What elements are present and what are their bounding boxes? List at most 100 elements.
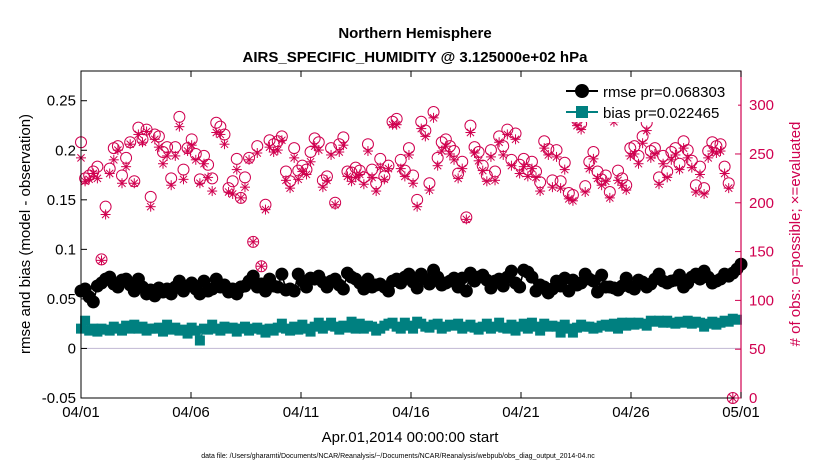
obs-evaluated-point xyxy=(166,180,177,191)
rmse-point xyxy=(246,269,260,283)
obs-evaluated-point xyxy=(88,168,99,179)
y-right-tick-label: 250 xyxy=(749,146,774,163)
obs-evaluated-point xyxy=(543,149,554,160)
obs-evaluated-point xyxy=(580,187,591,198)
obs-evaluated-point xyxy=(227,188,238,199)
obs-evaluated-point xyxy=(584,163,595,174)
legend: rmse pr=0.068303 bias pr=0.022465 xyxy=(566,78,738,122)
obs-evaluated-point xyxy=(457,163,468,174)
obs-evaluated-point xyxy=(514,168,525,179)
obs-evaluated-point xyxy=(518,161,529,172)
rmse-point xyxy=(673,268,687,282)
obs-evaluated-point xyxy=(186,140,197,151)
obs-evaluated-point xyxy=(190,154,201,165)
obs-evaluated-point xyxy=(649,148,660,159)
x-tick-label: 04/01 xyxy=(62,404,100,421)
obs-evaluated-point xyxy=(551,151,562,162)
obs-evaluated-point xyxy=(699,188,710,199)
obs-evaluated-point xyxy=(244,154,255,165)
obs-evaluated-point xyxy=(600,176,611,187)
chart-title: Northern Hemisphere xyxy=(338,25,491,42)
obs-evaluated-point xyxy=(621,185,632,196)
obs-evaluated-point xyxy=(121,161,132,172)
obs-evaluated-point xyxy=(526,163,537,174)
obs-evaluated-point xyxy=(178,174,189,185)
obs-evaluated-point xyxy=(498,149,509,160)
obs-evaluated-point xyxy=(686,162,697,173)
obs-evaluated-point xyxy=(678,143,689,154)
obs-evaluated-point xyxy=(625,150,636,161)
rmse-point xyxy=(381,284,395,298)
obs-evaluated-point xyxy=(276,135,287,146)
obs-evaluated-point xyxy=(342,171,353,182)
x-tick-label: 04/21 xyxy=(502,404,540,421)
obs-evaluated-point xyxy=(490,175,501,186)
rmse-point xyxy=(197,274,211,288)
x-tick-label: 04/26 xyxy=(612,404,650,421)
obs-evaluated-point xyxy=(613,175,624,186)
plot-area xyxy=(81,71,741,398)
obs-evaluated-point xyxy=(182,146,193,157)
x-tick-label: 04/16 xyxy=(392,404,430,421)
obs-evaluated-point xyxy=(473,155,484,166)
obs-evaluated-point xyxy=(133,129,144,140)
obs-evaluated-point xyxy=(440,141,451,152)
y-right-tick-label: 150 xyxy=(749,244,774,261)
obs-evaluated-point xyxy=(280,175,291,186)
obs-evaluated-point xyxy=(104,168,115,179)
obs-evaluated-point xyxy=(80,176,91,187)
obs-evaluated-point xyxy=(203,172,214,183)
legend-bias-marker xyxy=(576,106,588,118)
obs-evaluated-point xyxy=(330,199,341,210)
obs-evaluated-point xyxy=(338,140,349,151)
obs-evaluated-point xyxy=(112,145,123,156)
rmse-point xyxy=(275,267,289,281)
obs-evaluated-point xyxy=(719,168,730,179)
obs-evaluated-point xyxy=(313,145,324,156)
obs-evaluated-point xyxy=(215,129,226,140)
obs-evaluated-point xyxy=(211,127,222,138)
obs-evaluated-point xyxy=(567,195,578,206)
obs-evaluated-point xyxy=(547,182,558,193)
obs-evaluated-point xyxy=(654,179,665,190)
y-tick-label: 0 xyxy=(68,340,76,357)
obs-evaluated-point xyxy=(695,169,706,180)
bias-point xyxy=(522,323,533,334)
obs-evaluated-point xyxy=(449,154,460,165)
obs-evaluated-point xyxy=(461,214,472,225)
series-3 xyxy=(76,112,738,403)
y-tick-label: 0.15 xyxy=(47,192,76,209)
obs-evaluated-point xyxy=(682,152,693,163)
rmse-point xyxy=(595,268,609,282)
obs-evaluated-point xyxy=(129,178,140,189)
obs-evaluated-point xyxy=(403,149,414,160)
obs-evaluated-point xyxy=(522,171,533,182)
legend-bias-label: bias pr=0.022465 xyxy=(603,105,719,122)
obs-evaluated-point xyxy=(641,125,652,136)
rmse-point xyxy=(336,282,350,296)
obs-evaluated-point xyxy=(604,192,615,203)
obs-evaluated-point xyxy=(629,148,640,159)
bias-point xyxy=(506,319,517,330)
obs-evaluated-point xyxy=(416,123,427,134)
obs-evaluated-point xyxy=(711,147,722,158)
y-tick-label: 0.2 xyxy=(55,142,76,159)
obs-evaluated-point xyxy=(559,164,570,175)
obs-evaluated-point xyxy=(596,180,607,191)
bias-point xyxy=(190,325,201,336)
obs-evaluated-point xyxy=(428,112,439,123)
obs-evaluated-point xyxy=(272,145,283,156)
obs-evaluated-point xyxy=(317,182,328,193)
obs-evaluated-point xyxy=(477,165,488,176)
bias-point xyxy=(535,325,546,336)
obs-evaluated-point xyxy=(379,174,390,185)
obs-evaluated-point xyxy=(305,156,316,167)
obs-evaluated-point xyxy=(116,178,127,189)
obs-evaluated-point xyxy=(399,171,410,182)
bias-point xyxy=(555,327,566,338)
legend-rmse-marker xyxy=(575,84,589,98)
obs-evaluated-point xyxy=(157,158,168,169)
obs-possible-point xyxy=(226,175,239,188)
bias-point xyxy=(551,321,562,332)
x-tick-label: 05/01 xyxy=(722,404,760,421)
